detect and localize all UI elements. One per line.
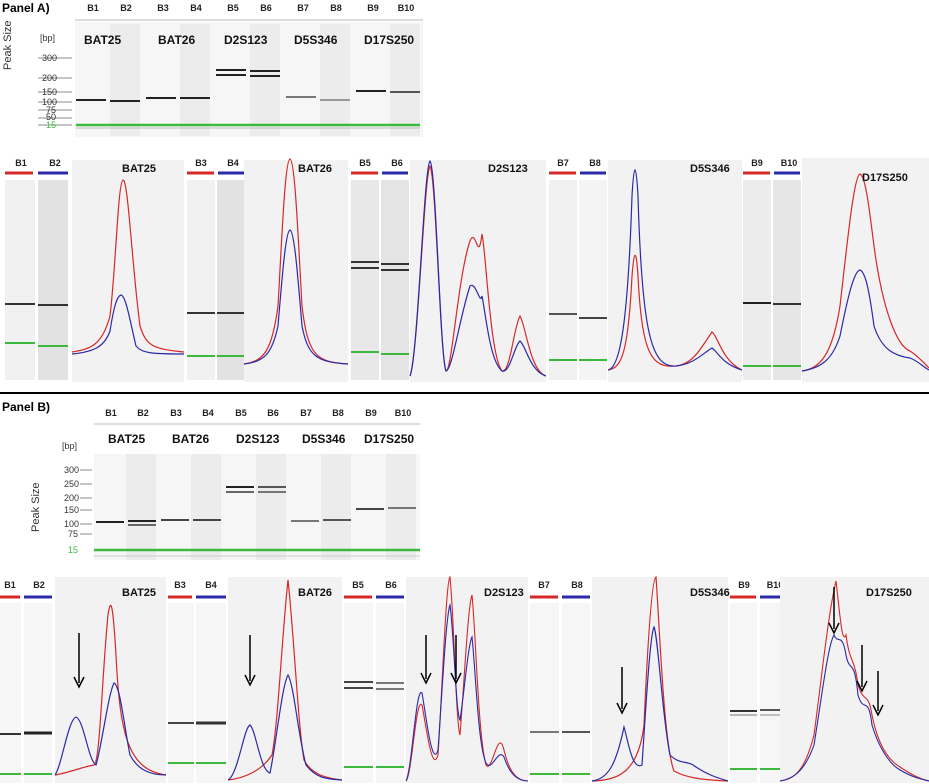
trace-plot	[187, 158, 348, 382]
y-tick: 75	[68, 529, 79, 539]
y-tick: 200	[42, 73, 58, 83]
lane-header: B1	[87, 3, 99, 13]
y-tick: 15	[68, 545, 79, 555]
lane-header: B8	[332, 408, 344, 418]
marker-label: BAT25	[108, 432, 146, 446]
trace-title: BAT26	[298, 587, 333, 599]
y-tick: 100	[42, 97, 58, 107]
lane-header: B2	[120, 3, 132, 13]
lane-header: B6	[267, 408, 279, 418]
y-tick: 300	[64, 465, 80, 475]
panel-a-title: Panel A)	[2, 1, 50, 15]
lane-header: B4	[205, 580, 217, 590]
marker-label: BAT26	[158, 33, 196, 47]
trace-plot	[730, 577, 929, 783]
lane-header: B7	[557, 158, 569, 168]
panel-divider	[0, 392, 929, 394]
lane-header: B6	[391, 158, 403, 168]
lane-header: B2	[33, 580, 45, 590]
y-tick: 50	[46, 112, 57, 122]
panel-a-lane-headers: B1 B2 B3 B4 B5 B6 B7 B8 B9 B10	[78, 3, 428, 21]
y-tick: 250	[64, 479, 80, 489]
lane-header: B8	[330, 3, 342, 13]
lane-header: B10	[766, 580, 784, 590]
marker-label: BAT26	[172, 432, 210, 446]
lane-header: B5	[235, 408, 247, 418]
marker-label: D2S123	[236, 432, 280, 446]
panel-b-lane-headers: B1 B2 B3 B4 B5 B6 B7 B8 B9 B10	[96, 408, 426, 426]
y-tick: 15	[46, 120, 57, 130]
lane-header: B7	[300, 408, 312, 418]
lane-header: B8	[589, 158, 601, 168]
y-unit: [bp]	[40, 33, 56, 43]
y-title: Peak Size	[30, 482, 42, 532]
lane-header: B4	[227, 158, 239, 168]
trace-title: BAT26	[298, 163, 333, 175]
trace-plot	[549, 160, 742, 382]
trace-title: BAT25	[122, 163, 157, 175]
trace-plot	[530, 576, 728, 783]
marker-label: D5S346	[294, 33, 338, 47]
lane-header: B6	[385, 580, 397, 590]
lane-header: B4	[202, 408, 214, 418]
y-tick: 150	[64, 505, 80, 515]
lane-header: B3	[195, 158, 207, 168]
trace-title: D2S123	[484, 587, 524, 599]
trace-plot	[344, 575, 528, 783]
lane-header: B5	[352, 580, 364, 590]
y-title: Peak Size	[2, 20, 14, 70]
lane-header: B3	[174, 580, 186, 590]
lane-header: B10	[397, 3, 415, 13]
trace-title: D17S250	[866, 587, 912, 599]
trace-title: BAT25	[122, 587, 157, 599]
lane-header: B9	[738, 580, 750, 590]
lane-header: B3	[170, 408, 182, 418]
trace-title: D5S346	[690, 163, 730, 175]
lane-header: B7	[297, 3, 309, 13]
lane-header: B3	[157, 3, 169, 13]
marker-label: D17S250	[364, 33, 415, 47]
lane-header: B2	[49, 158, 61, 168]
lane-header: B5	[227, 3, 239, 13]
trace-plot	[5, 160, 185, 382]
lane-header: B2	[137, 408, 149, 418]
lane-header: B1	[4, 580, 16, 590]
lane-header: B9	[367, 3, 379, 13]
trace-title: D17S250	[862, 172, 908, 184]
marker-label: D2S123	[224, 33, 268, 47]
y-tick: 100	[64, 519, 80, 529]
lane-header: B9	[751, 158, 763, 168]
lane-header: B1	[105, 408, 117, 418]
marker-label: D5S346	[302, 432, 346, 446]
y-unit: [bp]	[62, 441, 78, 451]
trace-plot	[168, 577, 342, 783]
lane-header: B6	[260, 3, 272, 13]
y-tick: 150	[42, 87, 58, 97]
lane-header: B4	[190, 3, 202, 13]
panel-a-traces: B1 B2 BAT25 B3 B4 BAT26 B5 B6	[0, 156, 929, 384]
y-tick: 300	[42, 53, 58, 63]
marker-label: BAT25	[84, 33, 122, 47]
lane-header: B7	[538, 580, 550, 590]
lane-header: B10	[394, 408, 412, 418]
lane-header: B8	[571, 580, 583, 590]
panel-b-traces: B1 B2 BAT25 B3 B4 BAT26 B5 B6	[0, 575, 929, 784]
y-tick: 75	[46, 105, 57, 115]
lane-header: B5	[359, 158, 371, 168]
panel-b-title: Panel B)	[2, 400, 51, 414]
lane-header: B1	[15, 158, 27, 168]
trace-title: D2S123	[488, 163, 528, 175]
y-tick: 200	[64, 493, 80, 503]
trace-title: D5S346	[690, 587, 730, 599]
panel-a-gel	[38, 19, 423, 137]
trace-plot	[351, 160, 546, 382]
lane-header: B9	[365, 408, 377, 418]
marker-label: D17S250	[364, 432, 415, 446]
trace-plot	[0, 577, 166, 783]
panel-b-gel	[80, 423, 420, 560]
lane-header: B10	[780, 158, 798, 168]
trace-plot	[743, 158, 929, 382]
